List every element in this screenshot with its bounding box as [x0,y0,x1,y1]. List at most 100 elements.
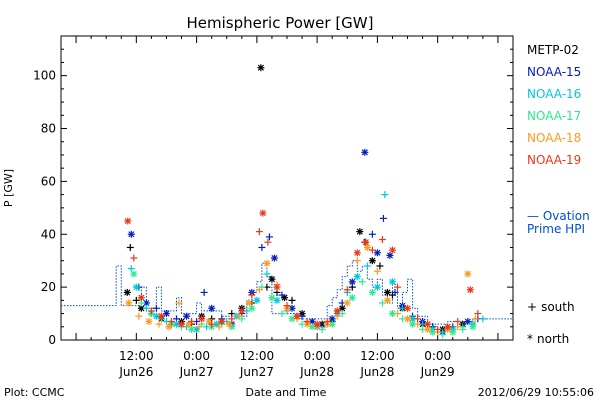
noaa-18-south-point [135,312,143,320]
noaa-19-south-point [255,228,263,236]
noaa-17-north-point [130,270,138,278]
noaa-15-north-point [373,249,381,257]
noaa-16-north-point [353,273,361,281]
noaa-19-south-point [323,317,331,325]
noaa-19-south-point [248,291,256,299]
noaa-19-north-point [362,238,370,246]
noaa-15-north-point [162,310,170,318]
noaa-17-south-point [278,310,286,318]
noaa-16-north-point [373,283,381,291]
metp-02-north-point [257,64,265,72]
metp-02-north-point [268,275,276,283]
noaa-19-north-point [157,312,165,320]
y-tick-label: 80 [41,122,56,136]
x-tick-time-label: 0:00 [304,349,331,363]
y-tick-label: 60 [41,174,56,188]
noaa-18-north-point [343,299,351,307]
noaa-17-north-point [348,294,356,302]
x-tick-date-label: Jun26 [118,365,153,379]
noaa-17-south-point [439,331,447,339]
noaa-17-south-point [459,325,467,333]
noaa-19-north-point [333,307,341,315]
noaa-19-south-point [147,307,155,315]
noaa-19-south-point [208,320,216,328]
noaa-18-south-point [255,286,263,294]
noaa-18-north-point [125,299,133,307]
noaa-19-north-point [353,249,361,257]
noaa-16-south-point [142,304,150,312]
legend-noaa-19: NOAA-19 [527,153,581,167]
x-tick-time-label: 0:00 [183,349,210,363]
noaa-19-north-point [293,312,301,320]
noaa-17-north-point [268,294,276,302]
noaa-19-south-point [454,317,462,325]
noaa-19-south-point [264,238,272,246]
hpi-step-line [61,260,513,325]
x-tick-time-label: 12:00 [360,349,395,363]
noaa-19-south-point [188,317,196,325]
noaa-15-south-point [258,243,266,251]
noaa-16-north-point [388,278,396,286]
noaa-15-south-point [152,304,160,312]
y-tick-label: 0 [48,333,56,347]
noaa-17-south-point [318,325,326,333]
noaa-16-south-point [479,315,487,323]
noaa-19-north-point [259,209,267,217]
noaa-19-south-point [228,315,236,323]
noaa-17-south-point [338,310,346,318]
noaa-19-south-point [414,315,422,323]
noaa-18-north-point [464,270,472,278]
data-points [123,64,487,339]
legend: METP-02 NOAA-15 NOAA-16 NOAA-17 NOAA-18 NOAA-… [527,43,581,167]
legend-noaa-17: NOAA-17 [527,109,581,123]
noaa-19-north-point [313,320,321,328]
noaa-15-south-point [265,233,273,241]
noaa-18-south-point [353,257,361,265]
noaa-15-north-point [348,278,356,286]
noaa-17-south-point [358,278,366,286]
noaa-17-south-point [378,299,386,307]
noaa-18-south-point [235,312,243,320]
noaa-16-south-point [127,265,135,273]
noaa-15-north-point [127,230,135,238]
y-axis-label: P [GW] [2,169,15,207]
metp-02-north-point [123,288,131,296]
x-tick-time-label: 0:00 [424,349,451,363]
x-tick-date-label: Jun29 [420,365,455,379]
noaa-15-north-point [386,251,394,259]
noaa-18-north-point [404,315,412,323]
noaa-17-north-point [248,304,256,312]
noaa-16-north-point [132,283,140,291]
noaa-19-south-point [130,254,138,262]
noaa-17-north-point [188,325,196,333]
metp-02-south-point [126,243,134,251]
noaa-17-north-point [368,288,376,296]
noaa-19-south-point [303,317,311,325]
y-tick-label: 40 [41,227,56,241]
noaa-19-south-point [368,246,376,254]
noaa-19-south-point [474,310,482,318]
noaa-16-north-point [273,296,281,304]
noaa-18-north-point [383,296,391,304]
y-tick-label: 20 [41,280,56,294]
marker-key-north: * north [527,332,569,346]
noaa-16-north-point [253,296,261,304]
noaa-17-north-point [469,323,477,331]
noaa-19-north-point [388,246,396,254]
noaa-18-north-point [145,317,153,325]
metp-02-south-point [288,296,296,304]
noaa-19-south-point [167,317,175,325]
noaa-18-south-point [373,267,381,275]
noaa-15-north-point [270,254,278,262]
x-axis-label: Date and Time [246,386,327,399]
ovation-hpi-label-line2: Prime HPI [527,222,585,236]
x-tick-date-label: Jun28 [299,365,334,379]
noaa-15-south-point [379,214,387,222]
noaa-19-north-point [404,304,412,312]
noaa-16-north-point [152,312,160,320]
metp-02-north-point [356,228,364,236]
noaa-17-north-point [409,320,417,328]
noaa-15-north-point [208,304,216,312]
noaa-15-north-point [361,148,369,156]
